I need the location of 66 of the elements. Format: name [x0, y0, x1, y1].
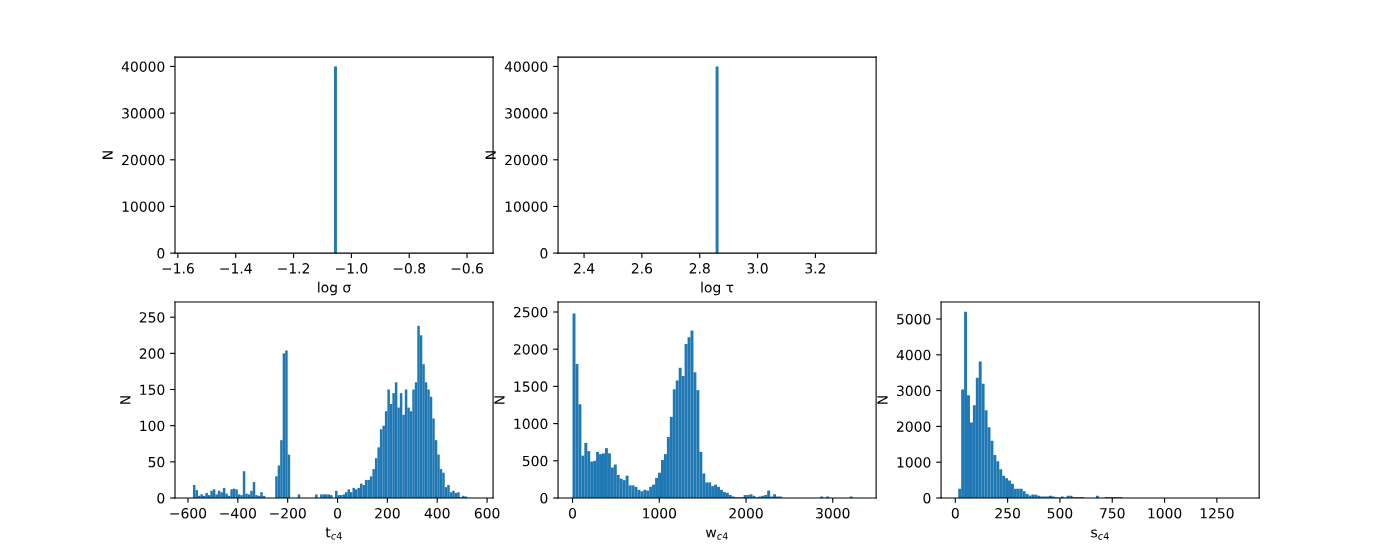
x-tick-label: 2.4 — [574, 263, 595, 274]
x-tick-label: 1250 — [1200, 507, 1234, 519]
y-tick-label: 250 — [139, 312, 165, 323]
y-tick-label: 200 — [139, 348, 165, 359]
x-tick-label: 250 — [995, 507, 1020, 519]
x-axis-title: log σ — [318, 281, 351, 296]
x-axis-title: s$_{c4}$ — [1091, 529, 1109, 540]
y-tick-label: 0 — [157, 248, 165, 259]
y-axis-title: N — [120, 396, 131, 404]
x-tick-label: −600 — [170, 507, 207, 519]
y-tick-label: 20000 — [122, 154, 165, 166]
y-tick-label: 2500 — [513, 306, 548, 318]
y-axis-title: N — [877, 396, 888, 404]
x-tick-label: 0 — [334, 507, 342, 519]
x-tick-label: 3000 — [816, 507, 850, 519]
x-tick-label: 3.0 — [747, 263, 768, 274]
x-tick-label: 750 — [1100, 507, 1125, 519]
y-tick-label: 0 — [540, 248, 548, 259]
x-tick-label: 2000 — [729, 507, 763, 519]
y-tick-label: 40000 — [121, 61, 165, 72]
y-tick-label: 5000 — [897, 313, 931, 325]
y-tick-label: 2000 — [513, 344, 548, 355]
x-tick-label: 0 — [569, 507, 577, 519]
x-tick-label: −1.6 — [162, 263, 194, 274]
y-tick-label: 1000 — [514, 418, 548, 430]
y-tick-label: 500 — [522, 455, 548, 467]
y-tick-label: 10000 — [122, 201, 165, 212]
x-tick-label: 200 — [375, 507, 400, 519]
x-tick-label: −1.4 — [220, 263, 252, 274]
x-tick-label: −400 — [220, 507, 256, 519]
x-tick-label: 3.2 — [805, 263, 826, 274]
y-tick-label: 4000 — [896, 349, 931, 361]
x-tick-label: −200 — [270, 507, 306, 519]
x-tick-label: 400 — [424, 507, 450, 519]
x-tick-label: 600 — [474, 507, 500, 519]
x-tick-label: 2.8 — [689, 263, 710, 274]
y-axis-title: N — [494, 396, 505, 404]
y-tick-label: 100 — [140, 420, 165, 432]
y-tick-label: 40000 — [504, 61, 548, 72]
x-tick-label: 500 — [1047, 507, 1073, 519]
x-tick-label: 0 — [951, 507, 959, 519]
y-tick-label: 50 — [148, 456, 165, 468]
x-tick-label: 1000 — [1148, 507, 1182, 519]
x-tick-label: −0.8 — [393, 263, 426, 274]
y-tick-label: 20000 — [505, 154, 548, 166]
y-tick-label: 0 — [540, 492, 548, 504]
x-tick-label: −0.6 — [451, 263, 484, 274]
y-axis-title: N — [102, 151, 113, 159]
y-tick-label: 10000 — [505, 201, 548, 212]
y-tick-label: 30000 — [122, 108, 165, 119]
y-tick-label: 1000 — [897, 457, 931, 468]
y-tick-label: 30000 — [505, 108, 548, 119]
x-axis-title: w$_{c4}$ — [705, 529, 728, 540]
y-tick-label: 3000 — [897, 385, 931, 397]
x-axis-title: log τ — [701, 281, 734, 296]
y-tick-label: 2000 — [897, 421, 931, 432]
y-tick-label: 150 — [140, 384, 165, 395]
y-tick-label: 1500 — [514, 381, 548, 392]
x-tick-label: −1.2 — [278, 263, 310, 274]
y-tick-label: 0 — [157, 492, 165, 504]
y-axis-title: N — [485, 151, 496, 159]
y-tick-label: 0 — [923, 492, 931, 504]
x-tick-label: 2.6 — [631, 263, 653, 274]
x-tick-label: 1000 — [643, 507, 677, 519]
x-axis-title: t$_{c4}$ — [325, 527, 342, 540]
x-tick-label: −1.0 — [336, 263, 368, 274]
